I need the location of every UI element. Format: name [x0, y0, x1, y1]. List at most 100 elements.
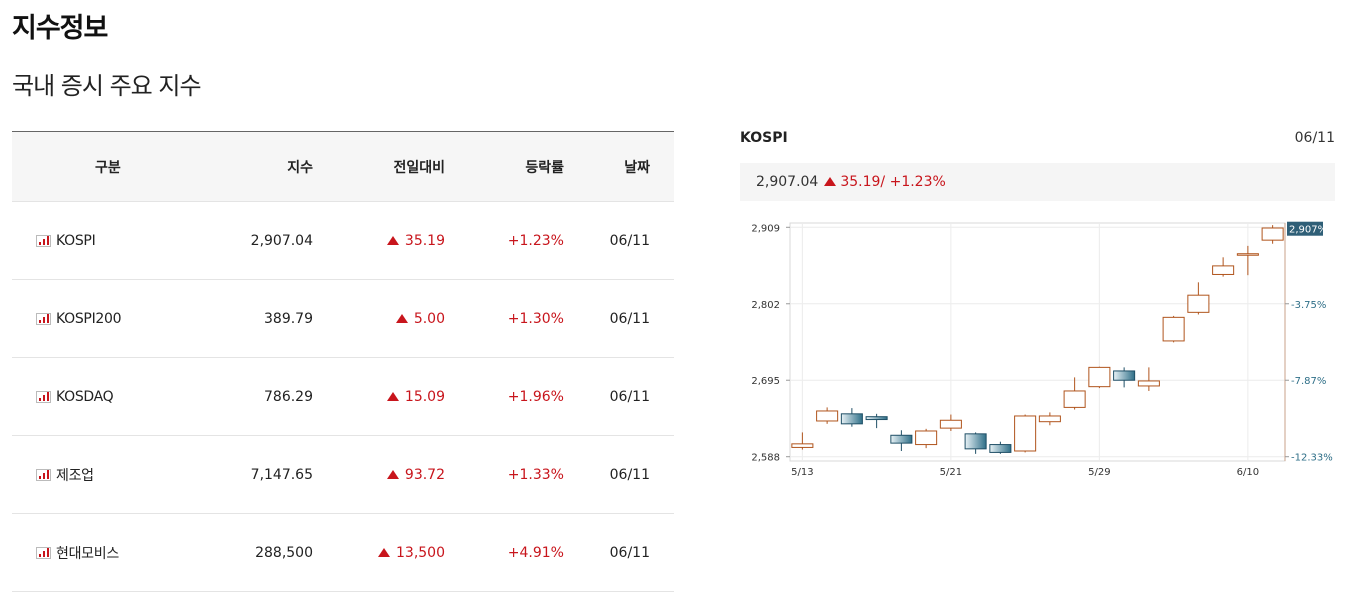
bar-chart-icon[interactable] [36, 312, 51, 325]
kospi-candle-chart: 2,909 2,802 2,695 2,588 5/13 5/21 5/29 6/10 -3.7… [751, 221, 1333, 478]
row-diff: 15.09 [313, 389, 445, 405]
header-value: 지수 [287, 159, 313, 176]
row-diff: 13,500 [313, 545, 445, 561]
header-name: 구분 [95, 159, 121, 176]
row-name[interactable]: 제조업 [56, 467, 94, 484]
y-tick-label: 2,909 [751, 223, 780, 234]
x-tick-label: 5/13 [791, 467, 813, 478]
candle-body [964, 433, 987, 450]
panel-index-name: KOSPI [740, 130, 788, 146]
bar-chart-icon[interactable] [36, 546, 51, 559]
row-diff: 5.00 [313, 311, 445, 327]
row-name-cell[interactable]: KOSDAQ [12, 389, 207, 405]
section-title: 국내 증시 주요 지수 [12, 72, 202, 100]
header-rate: 등락률 [525, 159, 564, 176]
candle-body [1162, 316, 1185, 342]
row-date: 06/11 [609, 466, 650, 483]
row-date: 06/11 [609, 544, 650, 561]
row-diff: 93.72 [313, 467, 445, 483]
table-row[interactable]: 제조업 7,147.65 93.72 +1.33% 06/11 [12, 436, 674, 514]
row-name-cell[interactable]: KOSPI [12, 233, 207, 249]
row-date: 06/11 [609, 232, 650, 249]
candle-body [890, 434, 913, 444]
candle-body [1187, 294, 1210, 313]
candle-body [1236, 253, 1259, 256]
candle-body [865, 416, 888, 421]
panel-header: KOSPI 06/11 [740, 125, 1335, 151]
row-name[interactable]: 현대모비스 [56, 545, 119, 562]
panel-summary: 2,907.04 35.19/ +1.23% [740, 163, 1335, 201]
summary-value: 2,907.04 [756, 174, 819, 190]
right-tick-label: -7.87% [1291, 376, 1326, 387]
header-date: 날짜 [624, 159, 650, 176]
table-body: KOSPI 2,907.04 35.19 +1.23% 06/11 KOSPI200 389… [12, 202, 674, 592]
chart-frame [789, 222, 1286, 462]
row-date: 06/11 [609, 310, 650, 327]
row-name-cell[interactable]: KOSPI200 [12, 311, 207, 327]
candle-body [1063, 390, 1086, 408]
current-value-label: 2,907% [1289, 225, 1327, 236]
up-arrow-icon [386, 469, 399, 479]
candle-body [1261, 227, 1284, 241]
candle-body [1038, 415, 1061, 423]
right-tick-label: -12.33% [1291, 453, 1333, 464]
candle-body [1212, 265, 1235, 275]
row-value: 389.79 [264, 310, 313, 327]
row-name[interactable]: KOSPI [56, 232, 96, 249]
candle-body [1137, 380, 1160, 387]
table-row[interactable]: KOSDAQ 786.29 15.09 +1.96% 06/11 [12, 358, 674, 436]
row-diff-text: 93.72 [404, 466, 445, 483]
row-rate: +1.33% [507, 466, 564, 483]
table-row[interactable]: 현대모비스 288,500 13,500 +4.91% 06/11 [12, 514, 674, 592]
index-table: 구분 지수 전일대비 등락률 날짜 KOSPI 2,907.04 35.19 +1.2… [12, 131, 674, 592]
candle-body [989, 444, 1012, 453]
row-name[interactable]: KOSDAQ [56, 388, 114, 405]
row-value: 7,147.65 [250, 466, 313, 483]
panel-date: 06/11 [1294, 130, 1335, 146]
y-tick-label: 2,695 [751, 376, 780, 387]
row-rate: +1.30% [507, 310, 564, 327]
kospi-panel: KOSPI 06/11 2,907.04 35.19/ +1.23% 2,909… [740, 125, 1335, 504]
table-row[interactable]: KOSPI200 389.79 5.00 +1.30% 06/11 [12, 280, 674, 358]
up-arrow-icon [824, 177, 837, 186]
current-value-badge [1287, 221, 1323, 236]
x-tick-label: 5/21 [940, 467, 962, 478]
row-diff-text: 13,500 [396, 544, 445, 561]
x-tick-label: 5/29 [1088, 467, 1110, 478]
candle-body [816, 410, 839, 422]
x-tick-label: 6/10 [1237, 467, 1259, 478]
row-name-cell[interactable]: 제조업 [12, 465, 207, 485]
y-tick-label: 2,588 [751, 453, 780, 464]
row-rate: +1.96% [507, 388, 564, 405]
row-diff-text: 5.00 [413, 310, 445, 327]
table-row[interactable]: KOSPI 2,907.04 35.19 +1.23% 06/11 [12, 202, 674, 280]
summary-change-text: 35.19/ +1.23% [840, 174, 946, 190]
row-value: 288,500 [255, 544, 313, 561]
bar-chart-icon[interactable] [36, 390, 51, 403]
right-tick-label: -3.75% [1291, 300, 1326, 311]
row-name-cell[interactable]: 현대모비스 [12, 543, 207, 563]
up-arrow-icon [386, 391, 399, 401]
row-name[interactable]: KOSPI200 [56, 310, 122, 327]
row-diff-text: 35.19 [404, 232, 445, 249]
bar-chart-icon[interactable] [36, 468, 51, 481]
row-value: 2,907.04 [250, 232, 313, 249]
candle-body [791, 443, 814, 448]
bar-chart-icon[interactable] [36, 234, 51, 247]
candle-body [1014, 415, 1037, 452]
row-rate: +1.23% [507, 232, 564, 249]
up-arrow-icon [378, 547, 390, 557]
candle-body [1113, 370, 1136, 381]
summary-change: 35.19/ +1.23% [824, 174, 946, 190]
table-header: 구분 지수 전일대비 등락률 날짜 [12, 132, 674, 202]
row-diff: 35.19 [313, 233, 445, 249]
header-diff: 전일대비 [393, 159, 445, 176]
candle-body [939, 419, 962, 429]
candle-body [915, 430, 938, 446]
row-value: 786.29 [264, 388, 313, 405]
row-rate: +4.91% [507, 544, 564, 561]
row-date: 06/11 [609, 388, 650, 405]
row-diff-text: 15.09 [404, 388, 445, 405]
page-title: 지수정보 [12, 13, 108, 44]
y-tick-label: 2,802 [751, 300, 780, 311]
